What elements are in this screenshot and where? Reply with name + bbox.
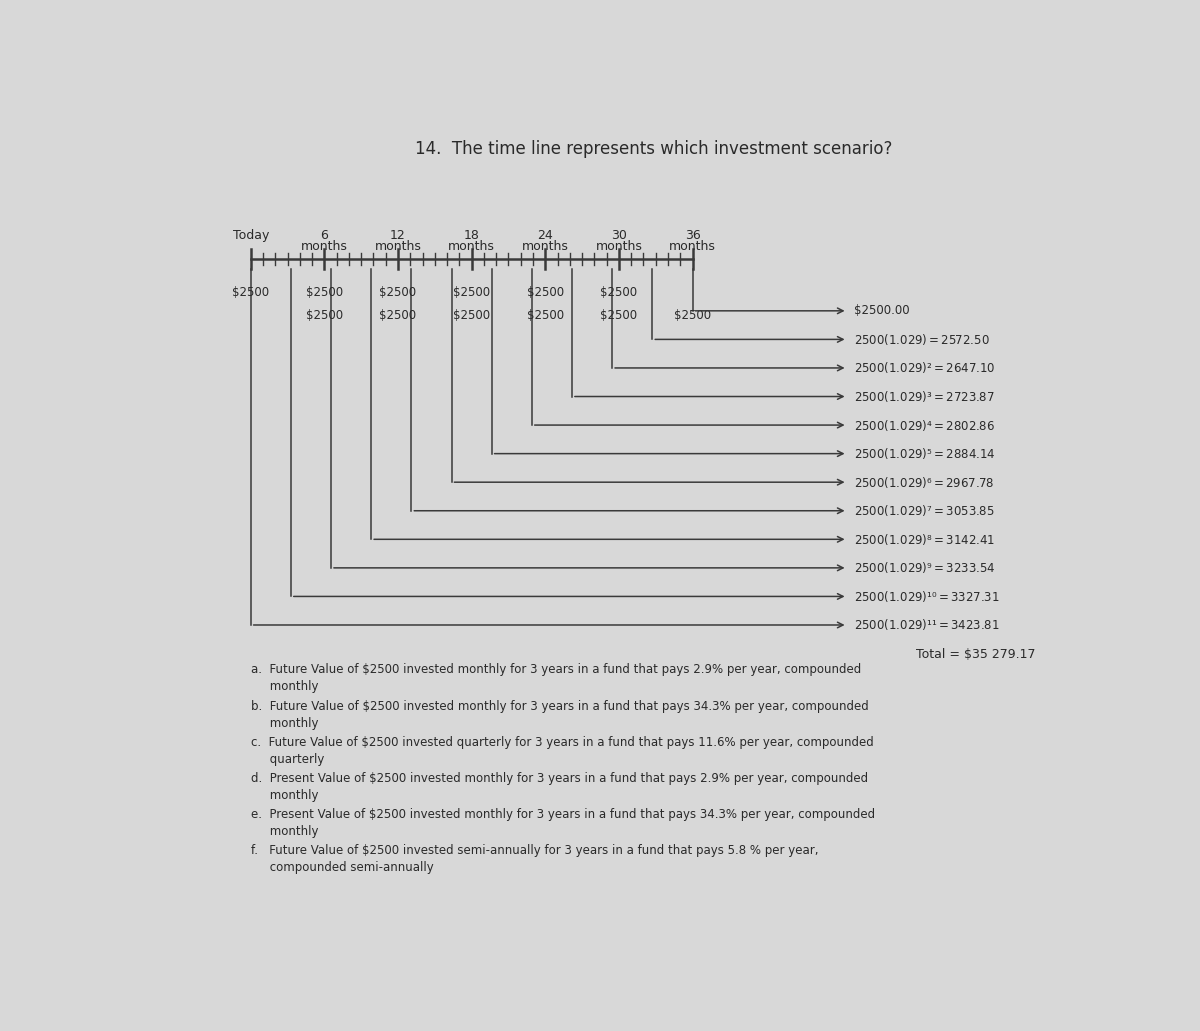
Text: $2500(1.029)⁸ = $3142.41: $2500(1.029)⁸ = $3142.41 [853, 532, 995, 546]
Text: $2500: $2500 [600, 287, 637, 299]
Text: 36: 36 [685, 229, 701, 242]
Text: e.  Present Value of $2500 invested monthly for 3 years in a fund that pays 34.3: e. Present Value of $2500 invested month… [251, 808, 875, 838]
Text: $2500(1.029)¹⁰ = $3327.31: $2500(1.029)¹⁰ = $3327.31 [853, 589, 1000, 604]
Text: months: months [595, 240, 642, 253]
Text: $2500.00: $2500.00 [853, 304, 910, 318]
Text: $2500(1.029)⁷ = $3053.85: $2500(1.029)⁷ = $3053.85 [853, 503, 995, 519]
Text: $2500: $2500 [306, 287, 343, 299]
Text: $2500: $2500 [379, 287, 416, 299]
Text: 14.  The time line represents which investment scenario?: 14. The time line represents which inves… [415, 140, 893, 158]
Text: $2500(1.029)⁵ = $2884.14: $2500(1.029)⁵ = $2884.14 [853, 446, 995, 461]
Text: d.  Present Value of $2500 invested monthly for 3 years in a fund that pays 2.9%: d. Present Value of $2500 invested month… [251, 772, 868, 802]
Text: $2500: $2500 [600, 309, 637, 323]
Text: $2500(1.029)⁹ = $3233.54: $2500(1.029)⁹ = $3233.54 [853, 561, 995, 575]
Text: months: months [448, 240, 496, 253]
Text: a.  Future Value of $2500 invested monthly for 3 years in a fund that pays 2.9% : a. Future Value of $2500 invested monthl… [251, 664, 862, 694]
Text: $2500: $2500 [674, 309, 712, 323]
Text: months: months [670, 240, 716, 253]
Text: months: months [374, 240, 421, 253]
Text: Today: Today [233, 229, 269, 242]
Text: $2500: $2500 [527, 287, 564, 299]
Text: $2500(1.029) = $2572.50: $2500(1.029) = $2572.50 [853, 332, 990, 346]
Text: months: months [301, 240, 348, 253]
Text: $2500(1.029)⁶ = $2967.78: $2500(1.029)⁶ = $2967.78 [853, 474, 994, 490]
Text: $2500: $2500 [232, 287, 269, 299]
Text: months: months [522, 240, 569, 253]
Text: 24: 24 [538, 229, 553, 242]
Text: $2500: $2500 [454, 287, 490, 299]
Text: b.  Future Value of $2500 invested monthly for 3 years in a fund that pays 34.3%: b. Future Value of $2500 invested monthl… [251, 700, 869, 730]
Text: 6: 6 [320, 229, 329, 242]
Text: $2500: $2500 [306, 309, 343, 323]
Text: $2500(1.029)² = $2647.10: $2500(1.029)² = $2647.10 [853, 361, 995, 375]
Text: $2500(1.029)⁴ = $2802.86: $2500(1.029)⁴ = $2802.86 [853, 418, 995, 433]
Text: 12: 12 [390, 229, 406, 242]
Text: Total = $35 279.17: Total = $35 279.17 [916, 648, 1036, 661]
Text: c.  Future Value of $2500 invested quarterly for 3 years in a fund that pays 11.: c. Future Value of $2500 invested quarte… [251, 736, 874, 766]
Text: $2500(1.029)¹¹ = $3423.81: $2500(1.029)¹¹ = $3423.81 [853, 618, 1000, 632]
Text: 18: 18 [463, 229, 480, 242]
Text: f.   Future Value of $2500 invested semi-annually for 3 years in a fund that pay: f. Future Value of $2500 invested semi-a… [251, 844, 818, 874]
Text: $2500: $2500 [454, 309, 490, 323]
Text: $2500(1.029)³ = $2723.87: $2500(1.029)³ = $2723.87 [853, 389, 995, 404]
Text: $2500: $2500 [379, 309, 416, 323]
Text: 30: 30 [611, 229, 626, 242]
Text: $2500: $2500 [527, 309, 564, 323]
